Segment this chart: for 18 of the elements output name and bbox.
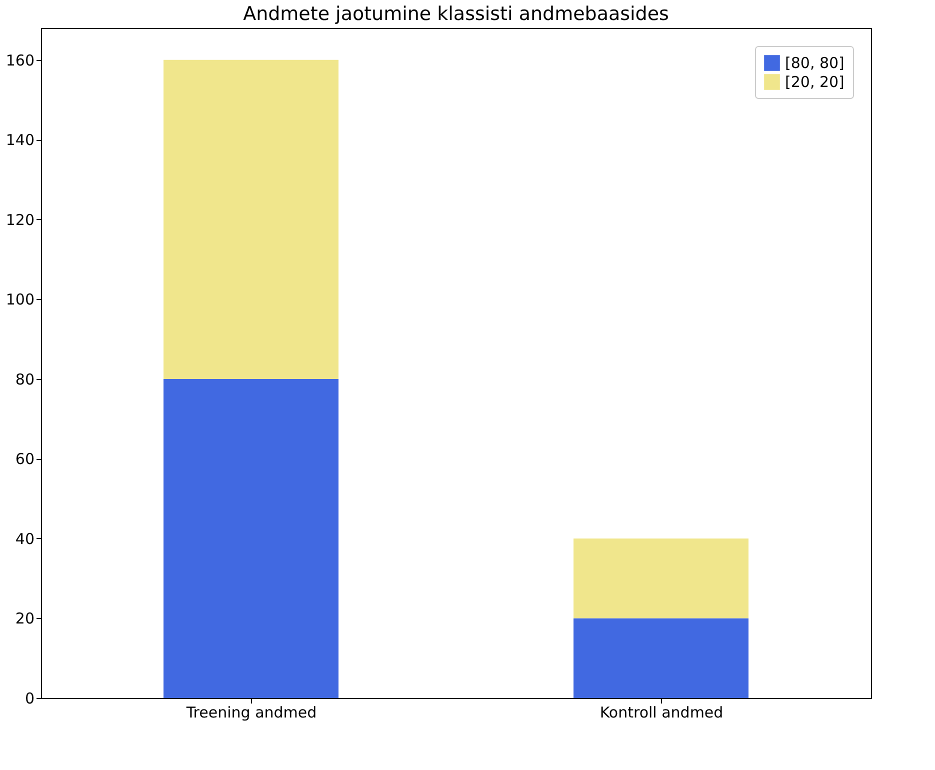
y-tick-label: 140 <box>6 131 34 150</box>
y-tick-label: 0 <box>24 690 34 708</box>
bar <box>164 60 338 379</box>
bar <box>574 538 748 618</box>
legend-label: [20, 20] <box>785 73 844 91</box>
legend-label: [80, 80] <box>785 54 844 72</box>
y-tick-label: 80 <box>15 370 34 388</box>
y-tick-label: 160 <box>6 51 34 70</box>
x-tick-label: Treening andmed <box>185 704 317 722</box>
x-tick-label: Kontroll andmed <box>600 704 724 722</box>
y-tick-label: 60 <box>15 450 34 468</box>
chart-title: Andmete jaotumine klassisti andmebaasides <box>243 3 669 25</box>
y-tick-label: 20 <box>15 610 34 628</box>
y-tick-label: 100 <box>6 290 34 309</box>
bar <box>164 378 338 698</box>
y-tick-label: 40 <box>15 530 34 548</box>
y-tick-label: 120 <box>6 210 34 229</box>
bar <box>574 618 748 698</box>
